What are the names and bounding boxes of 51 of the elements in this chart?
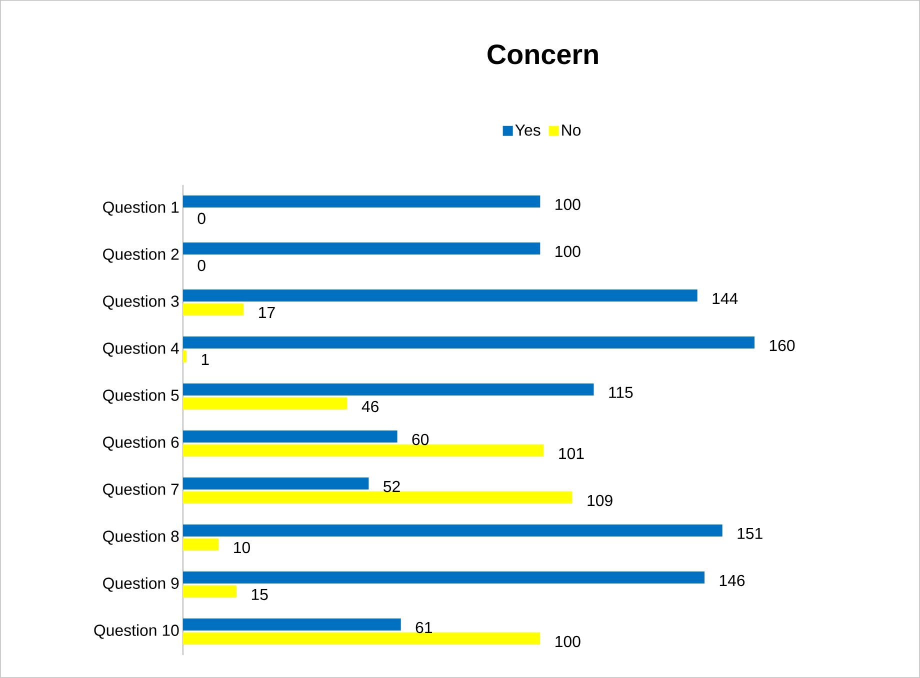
bar xyxy=(182,524,722,537)
bar xyxy=(182,398,348,410)
y-tick-label: Question 5 xyxy=(103,389,179,404)
chart-title: Concern xyxy=(488,44,598,64)
y-tick-label: Question 3 xyxy=(103,295,179,310)
y-tick-label: Question 8 xyxy=(103,530,179,545)
data-label: 60 xyxy=(412,434,429,446)
data-label: 146 xyxy=(720,574,745,586)
bar xyxy=(182,384,594,396)
data-label: 109 xyxy=(588,494,612,506)
bar xyxy=(182,586,237,598)
data-label: 160 xyxy=(770,340,795,352)
y-tick-label: Question 9 xyxy=(103,577,179,592)
y-tick-label: Question 7 xyxy=(103,483,179,498)
data-label: 0 xyxy=(198,260,206,272)
bar xyxy=(182,538,219,551)
bar xyxy=(182,430,398,443)
data-label: 100 xyxy=(556,198,580,210)
data-label: 1 xyxy=(202,354,209,365)
bar xyxy=(182,618,401,631)
data-label: 151 xyxy=(738,528,762,540)
data-label: 0 xyxy=(198,212,206,224)
bar xyxy=(182,289,698,302)
bar xyxy=(182,632,540,645)
data-label: 17 xyxy=(259,307,275,318)
data-label: 15 xyxy=(252,588,268,600)
data-label: 115 xyxy=(609,386,633,398)
y-tick-label: Question 1 xyxy=(103,201,179,216)
bar xyxy=(182,350,187,363)
bar xyxy=(182,336,755,349)
y-tick-label: Question 10 xyxy=(94,624,179,639)
data-label: 144 xyxy=(712,293,738,304)
bar xyxy=(182,303,244,316)
data-label: 101 xyxy=(559,448,584,460)
bar xyxy=(182,242,540,254)
bar xyxy=(182,572,704,584)
y-tick-label: Question 2 xyxy=(103,248,179,263)
y-tick-label: Question 6 xyxy=(103,436,179,451)
legend-label: No xyxy=(562,124,581,136)
bar xyxy=(182,478,369,490)
data-label: 52 xyxy=(384,480,400,492)
y-tick-label: Question 4 xyxy=(103,342,179,357)
data-label: 100 xyxy=(556,246,580,258)
data-label: 10 xyxy=(234,542,250,554)
bar xyxy=(182,444,544,457)
bar xyxy=(182,195,540,208)
data-label: 46 xyxy=(362,400,378,412)
data-label: 100 xyxy=(556,636,580,648)
bar xyxy=(182,492,572,504)
data-label: 61 xyxy=(416,622,432,634)
legend-label: Yes xyxy=(515,124,540,136)
